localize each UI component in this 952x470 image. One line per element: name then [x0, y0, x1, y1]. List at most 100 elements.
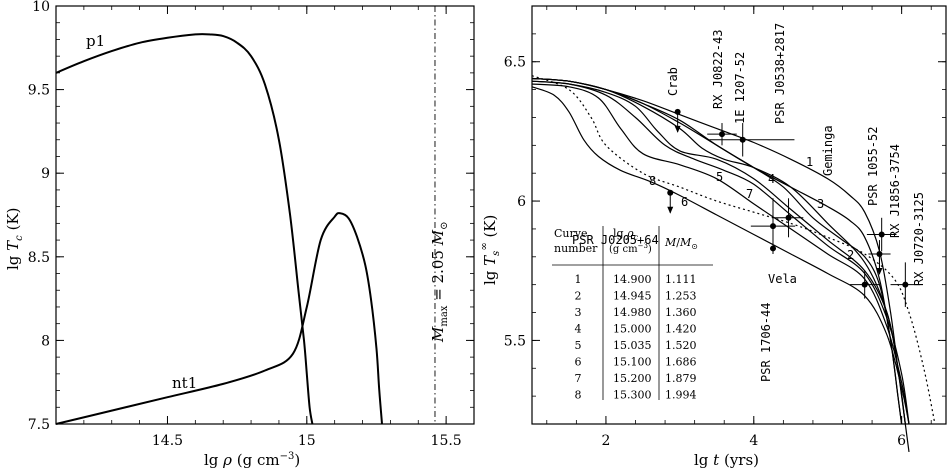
curve-number-4: 4 [768, 172, 775, 186]
table-cell-mass: 1.360 [665, 306, 697, 319]
right-y-tick-label: 5.5 [504, 333, 526, 349]
label-psr-j0205: PSR J0205+64 [572, 233, 659, 247]
label-rx-j0822: RX J0822-43 [711, 30, 725, 109]
curve-number-1: 1 [806, 155, 813, 169]
right-x-axis-title: lg t (yrs) [694, 451, 759, 469]
table-header-curve-line1: Curve [554, 227, 587, 240]
table-cell-mass: 1.879 [665, 372, 697, 385]
label-rx-j1856: RX J1856-3754 [888, 144, 902, 238]
left-x-tick-label: 15 [298, 433, 316, 449]
data-point [739, 136, 746, 143]
upper-limit-arrow [667, 206, 674, 214]
data-point [718, 131, 725, 138]
curve-number-6: 6 [681, 195, 688, 209]
left-x-tick-label: 15.5 [431, 433, 462, 449]
cooling-curve-5 [531, 80, 906, 425]
left-chart: 14.5 15 15.5 7.5 8 8.5 9 9.5 10 p1 nt1 Mmax = 2.… [4, 0, 475, 469]
left-y-tick-label: 10 [32, 0, 50, 15]
right-x-tick-label: 4 [749, 433, 758, 449]
label-vela: Vela [768, 272, 797, 286]
curve-number-2: 2 [847, 248, 854, 262]
table-rows: 1 14.900 1.111 2 14.945 1.253 3 14.980 1.360 4 15.… [575, 273, 697, 402]
table-cell-rho: 15.000 [613, 323, 652, 336]
right-axis-ticks: 2 4 6 5.5 6 6.5 [504, 5, 946, 449]
data-point [878, 231, 885, 238]
upper-limit-arrow [674, 125, 681, 133]
cooling-curve-6 [531, 83, 910, 425]
table-cell-mass: 1.420 [665, 323, 697, 336]
observation-1e-1207-52 [709, 123, 795, 157]
table-cell-mass: 1.686 [665, 356, 697, 369]
table-cell-rho: 15.300 [613, 389, 652, 402]
table-cell-mass: 1.520 [665, 339, 697, 352]
right-y-tick-label: 6.5 [504, 55, 526, 71]
right-y-axis-title: lg Ts∞ (K) [479, 215, 502, 285]
observation-psr-1055-52 [866, 217, 897, 252]
label-psr-1706: PSR 1706-44 [759, 303, 773, 382]
cooling-curve-dotted [531, 75, 936, 425]
cooling-curve-7 [531, 80, 910, 425]
table-cell-curve: 6 [575, 356, 582, 369]
left-y-tick-label: 9.5 [28, 83, 50, 99]
left-curves [55, 33, 383, 425]
table-cell-rho: 14.900 [613, 273, 652, 286]
curve-number-8: 8 [649, 174, 656, 188]
upper-limit-arrow [876, 268, 883, 276]
table-cell-curve: 4 [575, 323, 582, 336]
left-axis-ticks: 14.5 15 15.5 7.5 8 8.5 9 9.5 10 [28, 0, 475, 449]
observation-rx-j0822-43 [707, 123, 737, 146]
table-cell-curve: 5 [575, 339, 582, 352]
label-1e-1207: 1E 1207-52 [733, 52, 747, 124]
curve-nt1 [55, 212, 383, 425]
label-rx-j0720: RX J0720-3125 [912, 192, 926, 286]
curve-p1 [55, 33, 314, 425]
table-cell-curve: 7 [575, 372, 582, 385]
curve-label-p1: p1 [86, 32, 105, 50]
table-header-curve-line2: number [554, 242, 598, 255]
curve-number-3: 3 [817, 197, 824, 211]
observation-rx-j0720-3125 [890, 262, 921, 307]
table-cell-rho: 15.100 [613, 356, 652, 369]
table-cell-rho: 14.980 [613, 306, 652, 319]
table-cell-mass: 1.994 [665, 389, 697, 402]
table-cell-curve: 3 [575, 306, 582, 319]
observation-psr-j0538-2817 [773, 198, 804, 238]
data-point [770, 223, 777, 230]
curve-number-5: 5 [716, 170, 723, 184]
cooling-curve-8 [531, 86, 910, 425]
left-x-axis-title: lg ρ (g cm−3) [204, 451, 300, 469]
right-plot-frame [531, 5, 947, 425]
table-cell-curve: 8 [575, 389, 582, 402]
table-cell-curve: 2 [575, 290, 582, 303]
observations [667, 108, 921, 307]
observation-geminga [849, 270, 880, 299]
label-crab: Crab [666, 67, 680, 96]
model-table: Curve number lg ρc (g cm−3) M/M⊙ 1 14.900… [552, 226, 713, 402]
observation-psr-j0205-64 [667, 189, 674, 214]
table-cell-rho: 14.945 [613, 290, 652, 303]
data-point [785, 214, 792, 221]
right-cooling-curves [531, 75, 936, 452]
left-y-tick-label: 7.5 [28, 417, 50, 433]
right-y-tick-label: 6 [517, 194, 526, 210]
table-header-rho-line2: (g cm−3) [609, 242, 652, 255]
data-point [861, 281, 868, 288]
left-y-tick-label: 8.5 [28, 250, 50, 266]
curve-number-7: 7 [746, 187, 753, 201]
right-x-tick-label: 2 [601, 433, 610, 449]
right-chart: 2 4 6 5.5 6 6.5 1 2 3 4 5 6 7 8 Crab RX J0822… [479, 5, 947, 469]
table-header-rho-line1: lg ρc [613, 227, 639, 242]
observation-crab [674, 108, 681, 133]
label-psr-1055: PSR 1055-52 [866, 127, 880, 206]
left-x-tick-label: 14.5 [152, 433, 183, 449]
data-point [902, 281, 909, 288]
table-cell-curve: 1 [575, 273, 582, 286]
table-cell-mass: 1.111 [665, 273, 697, 286]
curve-label-nt1: nt1 [172, 374, 197, 392]
right-x-tick-label: 6 [897, 433, 906, 449]
label-psr-j0538: PSR J0538+2817 [773, 23, 787, 124]
left-y-tick-label: 9 [41, 166, 50, 182]
table-cell-mass: 1.253 [665, 290, 697, 303]
left-y-axis-title: lg Tc (K) [4, 208, 25, 270]
